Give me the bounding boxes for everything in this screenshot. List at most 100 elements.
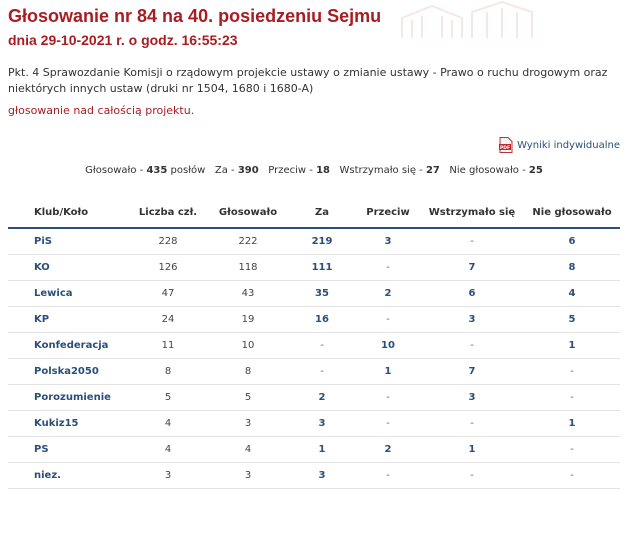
sejm-building-watermark-icon [401, 0, 533, 38]
table-row: Lewica 47 43 35 2 6 4 [8, 280, 620, 307]
cell-przeciw[interactable]: 3 [356, 228, 420, 255]
cell-wstrzymalo: - [420, 228, 524, 255]
cell-members: 11 [128, 332, 208, 359]
cell-przeciw[interactable]: 2 [356, 436, 420, 463]
page-subtitle-date: dnia 29-10-2021 r. o godz. 16:55:23 [8, 32, 238, 48]
cell-za[interactable]: 219 [288, 228, 356, 255]
table-row: Porozumienie 5 5 2-3- [8, 384, 620, 411]
cell-wstrzymalo[interactable]: 6 [420, 280, 524, 307]
cell-club[interactable]: Lewica [8, 280, 128, 307]
summary-wstrzymalo-label: Wstrzymało się - [339, 165, 423, 176]
cell-members: 126 [128, 254, 208, 281]
cell-members: 8 [128, 358, 208, 385]
cell-za[interactable]: 3 [288, 410, 356, 437]
club-results-table: Klub/Koło Liczba czł. Głosowało Za Przec… [8, 198, 620, 489]
table-header-row: Klub/Koło Liczba czł. Głosowało Za Przec… [8, 198, 620, 229]
cell-voted: 222 [208, 228, 288, 255]
cell-za[interactable]: 3 [288, 462, 356, 489]
cell-za[interactable]: 35 [288, 280, 356, 307]
svg-text:PDF: PDF [500, 145, 510, 151]
cell-voted: 19 [208, 306, 288, 333]
cell-przeciw: - [356, 306, 420, 333]
cell-voted: 3 [208, 462, 288, 489]
cell-wstrzymalo[interactable]: 3 [420, 384, 524, 411]
summary-nie-label: Nie głosowało - [449, 165, 526, 176]
cell-nie-glosowalo: - [524, 384, 620, 411]
table-row: KO 126 118 111-7 8 [8, 254, 620, 281]
column-header-wstrzymalo: Wstrzymało się [420, 198, 524, 229]
cell-club[interactable]: KP [8, 306, 128, 333]
cell-nie-glosowalo[interactable]: 4 [524, 280, 620, 307]
summary-za-label: Za - [214, 165, 235, 176]
cell-nie-glosowalo: - [524, 462, 620, 489]
cell-przeciw: - [356, 410, 420, 437]
cell-nie-glosowalo[interactable]: 5 [524, 306, 620, 333]
vote-type: głosowanie nad całością projektu. [8, 104, 195, 117]
cell-przeciw[interactable]: 1 [356, 358, 420, 385]
cell-wstrzymalo[interactable]: 3 [420, 306, 524, 333]
cell-za[interactable]: 16 [288, 306, 356, 333]
cell-members: 3 [128, 462, 208, 489]
table-row: niez. 3 3 3- - - [8, 462, 620, 489]
cell-za[interactable]: 2 [288, 384, 356, 411]
cell-za: - [288, 332, 356, 359]
individual-results-link[interactable]: PDF Wyniki indywidualne [499, 137, 620, 153]
summary-voted-value: 435 [146, 165, 168, 176]
table-row: Kukiz15 4 3 3- -1 [8, 410, 620, 437]
cell-voted: 10 [208, 332, 288, 359]
table-row: PiS 228 222 219 3-6 [8, 228, 620, 255]
cell-members: 47 [128, 280, 208, 307]
cell-za: - [288, 358, 356, 385]
cell-przeciw: - [356, 254, 420, 281]
cell-club[interactable]: Polska2050 [8, 358, 128, 385]
summary-voted-unit: posłów [170, 165, 206, 176]
cell-members: 5 [128, 384, 208, 411]
column-header-members: Liczba czł. [128, 198, 208, 229]
table-row: Polska2050 8 8-1 7- [8, 358, 620, 385]
cell-przeciw[interactable]: 2 [356, 280, 420, 307]
cell-club[interactable]: Porozumienie [8, 384, 128, 411]
cell-club[interactable]: niez. [8, 462, 128, 489]
cell-wstrzymalo[interactable]: 7 [420, 254, 524, 281]
cell-wstrzymalo: - [420, 332, 524, 359]
cell-members: 228 [128, 228, 208, 255]
table-row: KP 24 19 16-3 5 [8, 306, 620, 333]
cell-wstrzymalo[interactable]: 7 [420, 358, 524, 385]
column-header-przeciw: Przeciw [356, 198, 420, 229]
cell-przeciw: - [356, 462, 420, 489]
cell-club[interactable]: KO [8, 254, 128, 281]
pdf-icon: PDF [499, 137, 513, 153]
agenda-description: Pkt. 4 Sprawozdanie Komisji o rządowym p… [8, 66, 608, 95]
column-header-za: Za [288, 198, 356, 229]
cell-wstrzymalo[interactable]: 1 [420, 436, 524, 463]
cell-przeciw: - [356, 384, 420, 411]
vote-summary: Głosowało - 435 posłów Za - 390 Przeciw … [8, 165, 620, 176]
summary-wstrzymalo-value: 27 [425, 165, 440, 176]
cell-members: 24 [128, 306, 208, 333]
cell-za[interactable]: 1 [288, 436, 356, 463]
cell-za[interactable]: 111 [288, 254, 356, 281]
cell-voted: 43 [208, 280, 288, 307]
summary-przeciw-value: 18 [316, 165, 330, 176]
cell-nie-glosowalo[interactable]: 8 [524, 254, 620, 281]
cell-club[interactable]: Konfederacja [8, 332, 128, 359]
cell-club[interactable]: Kukiz15 [8, 410, 128, 437]
cell-nie-glosowalo[interactable]: 6 [524, 228, 620, 255]
cell-club[interactable]: PiS [8, 228, 128, 255]
table-row: Konfederacja 11 10-10-1 [8, 332, 620, 359]
cell-voted: 8 [208, 358, 288, 385]
cell-members: 4 [128, 410, 208, 437]
cell-wstrzymalo: - [420, 462, 524, 489]
cell-club[interactable]: PS [8, 436, 128, 463]
cell-voted: 118 [208, 254, 288, 281]
page-title: Głosowanie nr 84 na 40. posiedzeniu Sejm… [8, 6, 382, 26]
column-header-voted: Głosowało [208, 198, 288, 229]
summary-przeciw-label: Przeciw - [268, 165, 313, 176]
cell-nie-glosowalo: - [524, 436, 620, 463]
cell-przeciw[interactable]: 10 [356, 332, 420, 359]
cell-nie-glosowalo[interactable]: 1 [524, 410, 620, 437]
cell-voted: 4 [208, 436, 288, 463]
cell-voted: 3 [208, 410, 288, 437]
cell-nie-glosowalo[interactable]: 1 [524, 332, 620, 359]
summary-za-value: 390 [237, 165, 259, 176]
